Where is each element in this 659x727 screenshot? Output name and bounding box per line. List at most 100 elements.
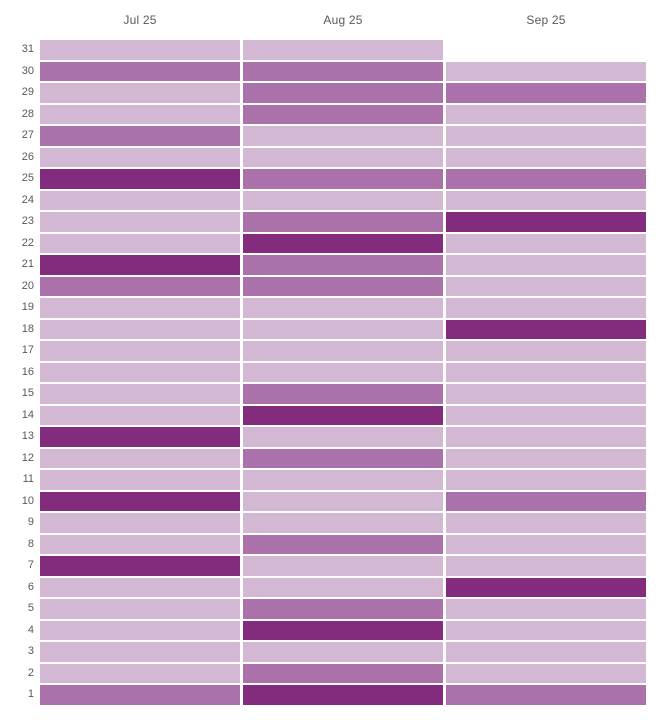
heatmap-cell[interactable] xyxy=(243,427,443,447)
heatmap-cell[interactable] xyxy=(40,470,240,490)
heatmap-cell[interactable] xyxy=(446,169,646,189)
heatmap-cell[interactable] xyxy=(40,276,240,296)
heatmap-cell[interactable] xyxy=(446,233,646,253)
heatmap-cell[interactable] xyxy=(446,147,646,167)
heatmap-cell[interactable] xyxy=(243,83,443,103)
heatmap-cell[interactable] xyxy=(243,255,443,275)
heatmap-cell[interactable] xyxy=(40,577,240,597)
heatmap-cell[interactable] xyxy=(243,233,443,253)
heatmap-cell[interactable] xyxy=(40,212,240,232)
heatmap-cell[interactable] xyxy=(446,620,646,640)
row-label: 5 xyxy=(27,602,34,614)
heatmap-cell[interactable] xyxy=(40,190,240,210)
column-header-sep: Sep 25 xyxy=(526,13,566,27)
heatmap-cell[interactable] xyxy=(40,685,240,705)
heatmap-cell[interactable] xyxy=(40,556,240,576)
heatmap-cell[interactable] xyxy=(243,276,443,296)
heatmap-cell[interactable] xyxy=(446,319,646,339)
heatmap-cell[interactable] xyxy=(243,577,443,597)
heatmap-cell[interactable] xyxy=(40,534,240,554)
heatmap-cell[interactable] xyxy=(40,491,240,511)
heatmap-cell[interactable] xyxy=(243,470,443,490)
heatmap-cell[interactable] xyxy=(243,663,443,683)
heatmap-cell[interactable] xyxy=(40,427,240,447)
heatmap-cell[interactable] xyxy=(446,405,646,425)
heatmap-cell[interactable] xyxy=(40,147,240,167)
heatmap-cell[interactable] xyxy=(243,685,443,705)
heatmap-cell[interactable] xyxy=(243,212,443,232)
heatmap-cell[interactable] xyxy=(40,362,240,382)
heatmap-cell[interactable] xyxy=(243,190,443,210)
heatmap-cell[interactable] xyxy=(446,61,646,81)
heatmap-cell[interactable] xyxy=(243,147,443,167)
heatmap-cell[interactable] xyxy=(40,405,240,425)
heatmap-cell[interactable] xyxy=(40,663,240,683)
heatmap-cell[interactable] xyxy=(40,61,240,81)
heatmap-cell[interactable] xyxy=(446,427,646,447)
heatmap-cell[interactable] xyxy=(446,685,646,705)
row-label: 1 xyxy=(27,688,34,700)
heatmap-cell[interactable] xyxy=(40,126,240,146)
heatmap-cell[interactable] xyxy=(446,276,646,296)
heatmap-cell[interactable] xyxy=(243,126,443,146)
heatmap-cell[interactable] xyxy=(40,298,240,318)
heatmap-cell[interactable] xyxy=(243,319,443,339)
heatmap-cell[interactable] xyxy=(446,470,646,490)
heatmap-cell[interactable] xyxy=(243,491,443,511)
heatmap-cell[interactable] xyxy=(446,104,646,124)
heatmap-cell[interactable] xyxy=(40,169,240,189)
heatmap-cell[interactable] xyxy=(40,513,240,533)
heatmap-cell[interactable] xyxy=(446,212,646,232)
heatmap-cell[interactable] xyxy=(40,104,240,124)
heatmap-cell[interactable] xyxy=(243,341,443,361)
heatmap-row: 22 xyxy=(0,233,649,256)
heatmap-cell[interactable] xyxy=(446,298,646,318)
heatmap-cell[interactable] xyxy=(446,663,646,683)
heatmap-cell[interactable] xyxy=(40,620,240,640)
heatmap-cell[interactable] xyxy=(40,233,240,253)
heatmap-cell[interactable] xyxy=(446,126,646,146)
heatmap-cell[interactable] xyxy=(446,556,646,576)
heatmap-cell[interactable] xyxy=(446,448,646,468)
heatmap-cell[interactable] xyxy=(446,599,646,619)
heatmap-cell[interactable] xyxy=(243,362,443,382)
heatmap-cell[interactable] xyxy=(446,384,646,404)
heatmap-cell[interactable] xyxy=(446,362,646,382)
heatmap-cell[interactable] xyxy=(243,169,443,189)
heatmap-cell[interactable] xyxy=(40,319,240,339)
heatmap-cell[interactable] xyxy=(446,534,646,554)
heatmap-cell[interactable] xyxy=(446,341,646,361)
heatmap-cell[interactable] xyxy=(446,83,646,103)
heatmap-row: 15 xyxy=(0,384,649,406)
heatmap-cell[interactable] xyxy=(40,83,240,103)
heatmap-cell[interactable] xyxy=(446,190,646,210)
heatmap-cell[interactable] xyxy=(243,104,443,124)
heatmap-cell[interactable] xyxy=(243,384,443,404)
heatmap-cell[interactable] xyxy=(243,40,443,60)
heatmap-cell[interactable] xyxy=(446,491,646,511)
heatmap-cell[interactable] xyxy=(40,642,240,662)
heatmap-cell[interactable] xyxy=(243,599,443,619)
heatmap-cell[interactable] xyxy=(446,255,646,275)
heatmap-cell[interactable] xyxy=(243,298,443,318)
heatmap-cell[interactable] xyxy=(40,384,240,404)
row-label: 9 xyxy=(27,516,34,528)
row-label: 6 xyxy=(27,580,34,593)
heatmap-cell[interactable] xyxy=(40,341,240,361)
heatmap-cell[interactable] xyxy=(243,620,443,640)
heatmap-cell[interactable] xyxy=(40,40,240,60)
heatmap-row: 25 xyxy=(0,169,649,191)
heatmap-cell[interactable] xyxy=(40,599,240,619)
heatmap-cell[interactable] xyxy=(243,642,443,662)
heatmap-cell[interactable] xyxy=(243,405,443,425)
heatmap-cell[interactable] xyxy=(40,448,240,468)
heatmap-cell[interactable] xyxy=(243,513,443,533)
heatmap-cell[interactable] xyxy=(243,534,443,554)
heatmap-cell[interactable] xyxy=(243,61,443,81)
heatmap-cell[interactable] xyxy=(446,513,646,533)
heatmap-cell[interactable] xyxy=(243,556,443,576)
heatmap-cell[interactable] xyxy=(446,577,646,597)
heatmap-cell[interactable] xyxy=(40,255,240,275)
heatmap-cell[interactable] xyxy=(446,642,646,662)
heatmap-cell[interactable] xyxy=(243,448,443,468)
